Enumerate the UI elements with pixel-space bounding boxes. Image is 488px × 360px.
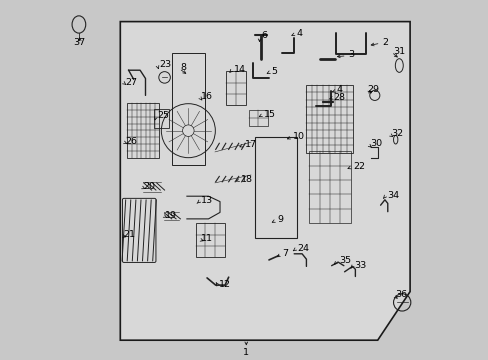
Text: 2: 2 — [381, 38, 387, 47]
Text: 20: 20 — [142, 182, 155, 191]
Text: 12: 12 — [219, 280, 231, 289]
Text: 29: 29 — [366, 85, 378, 94]
Text: 11: 11 — [200, 234, 212, 243]
Text: 21: 21 — [122, 230, 135, 239]
Text: 36: 36 — [394, 290, 407, 299]
Bar — [305, 85, 352, 153]
Text: 24: 24 — [296, 244, 308, 253]
Text: 13: 13 — [200, 197, 212, 205]
Text: 10: 10 — [292, 132, 304, 140]
Text: 35: 35 — [338, 256, 350, 265]
Text: 6: 6 — [261, 31, 266, 40]
Text: 31: 31 — [392, 46, 404, 55]
Text: 1: 1 — [243, 348, 249, 357]
Text: 32: 32 — [390, 129, 403, 138]
Text: 34: 34 — [386, 191, 398, 199]
Text: 26: 26 — [125, 136, 137, 145]
Text: 15: 15 — [263, 110, 275, 119]
Text: 37: 37 — [73, 38, 85, 47]
Text: 25: 25 — [157, 112, 169, 120]
Bar — [171, 53, 204, 165]
Bar — [153, 109, 168, 128]
Bar — [248, 110, 267, 126]
Bar — [225, 71, 245, 105]
Text: 4: 4 — [336, 85, 342, 94]
Bar — [255, 137, 296, 238]
Bar — [196, 223, 224, 257]
Text: 19: 19 — [165, 211, 177, 220]
Circle shape — [182, 125, 194, 136]
Text: 33: 33 — [353, 261, 366, 270]
Text: 23: 23 — [159, 60, 171, 69]
Text: 5: 5 — [271, 67, 277, 76]
Bar — [309, 151, 350, 223]
Text: 30: 30 — [369, 139, 381, 148]
Text: 27: 27 — [125, 77, 137, 86]
Text: 16: 16 — [201, 92, 213, 101]
Text: 18: 18 — [241, 175, 252, 184]
Text: 7: 7 — [282, 249, 287, 258]
Text: 8: 8 — [180, 63, 186, 72]
Polygon shape — [120, 22, 409, 340]
Bar — [127, 103, 159, 158]
Text: 14: 14 — [233, 65, 245, 74]
Text: 17: 17 — [244, 140, 256, 149]
Text: 22: 22 — [352, 162, 365, 171]
Text: 28: 28 — [333, 93, 345, 102]
Text: 9: 9 — [276, 215, 283, 224]
Text: 3: 3 — [347, 50, 354, 59]
Text: 4: 4 — [296, 29, 302, 37]
